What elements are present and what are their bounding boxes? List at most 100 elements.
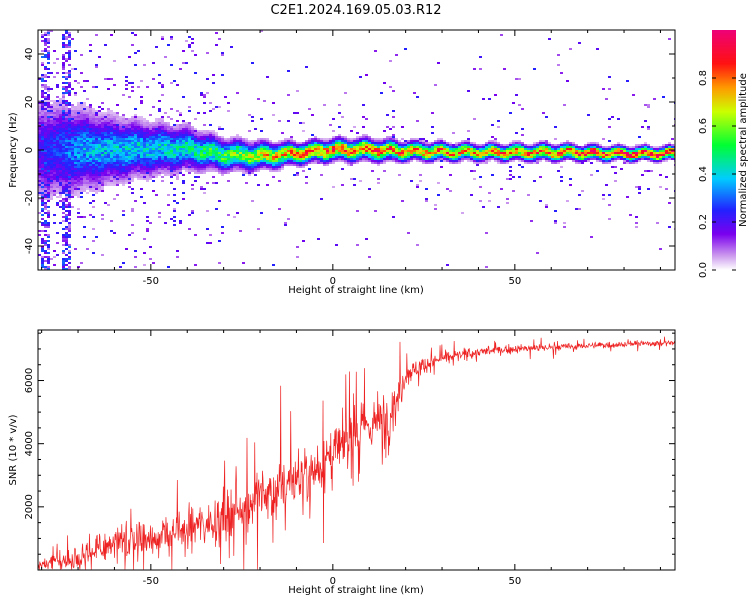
heatmap-cell-2552 xyxy=(206,146,209,148)
heatmap-cell-1820 xyxy=(137,154,140,156)
heatmap-cell-3191 xyxy=(305,142,308,144)
heatmap-cell-1952 xyxy=(149,138,152,140)
heatmap-cell-2168 xyxy=(167,166,170,168)
heatmap-cell-3808 xyxy=(428,152,431,154)
heatmap-cell-892 xyxy=(74,130,77,132)
heatmap-cell-1133 xyxy=(89,112,92,114)
heatmap-cell-2479 xyxy=(197,162,200,164)
heatmap-cell-620 xyxy=(62,204,65,206)
heatmap-cell-654 xyxy=(65,88,68,90)
heatmap-cell-4383 xyxy=(563,222,566,224)
heatmap-cell-1207 xyxy=(92,170,95,172)
heatmap-cell-1391 xyxy=(104,170,107,172)
heatmap-cell-736 xyxy=(68,46,71,48)
heatmap-cell-1408 xyxy=(107,120,110,122)
colorbar: 0.00.20.40.60.8 Normalized spectral ampl… xyxy=(698,30,749,278)
heatmap-cell-1356 xyxy=(101,190,104,192)
heatmap-cell-2907 xyxy=(254,158,257,160)
heatmap-cell-2615 xyxy=(212,164,215,166)
heatmap-cell-4525 xyxy=(602,194,605,196)
heatmap-cell-3002 xyxy=(269,164,272,166)
heatmap-cell-1987 xyxy=(152,138,155,140)
heatmap-cell-1430 xyxy=(107,164,110,166)
heatmap-cell-3979 xyxy=(470,150,473,152)
heatmap-cell-1910 xyxy=(146,124,149,126)
heatmap-cell-3767 xyxy=(419,150,422,152)
heatmap-cell-1752 xyxy=(131,180,134,182)
heatmap-cell-627 xyxy=(62,234,65,236)
heatmap-cell-1621 xyxy=(122,156,125,158)
heatmap-cell-2025 xyxy=(155,146,158,148)
heatmap-cell-2144 xyxy=(167,44,170,46)
heatmap-cell-3255 xyxy=(317,150,320,152)
heatmap-cell-2210 xyxy=(173,80,176,82)
heatmap-cell-1947 xyxy=(149,128,152,130)
heatmap-cell-4624 xyxy=(629,158,632,160)
heatmap-cell-4326 xyxy=(551,156,554,158)
heatmap-cell-2529 xyxy=(203,154,206,156)
heatmap-cell-9 xyxy=(38,116,41,118)
heatmap-cell-3756 xyxy=(416,158,419,160)
heatmap-cell-4758 xyxy=(665,154,668,156)
heatmap-cell-1283 xyxy=(98,128,101,130)
heatmap-cell-1693 xyxy=(128,144,131,146)
heatmap-cell-684 xyxy=(65,154,68,156)
heatmap-cell-2718 xyxy=(227,110,230,112)
heatmap-cell-3373 xyxy=(341,142,344,144)
heatmap-cell-110 xyxy=(41,178,44,180)
heatmap-cell-169 xyxy=(44,110,47,112)
heatmap-cell-4595 xyxy=(620,158,623,160)
heatmap-cell-3902 xyxy=(449,160,452,162)
heatmap-cell-3600 xyxy=(383,162,386,164)
heatmap-cell-717 xyxy=(65,232,68,234)
heatmap-cell-2416 xyxy=(191,148,194,150)
heatmap-cell-831 xyxy=(71,112,74,114)
heatmap-cell-1825 xyxy=(137,164,140,166)
heatmap-cell-2876 xyxy=(251,62,254,64)
heatmap-cell-1369 xyxy=(104,126,107,128)
heatmap-cell-3742 xyxy=(413,156,416,158)
heatmap-cell-4689 xyxy=(647,126,650,128)
heatmap-cell-196 xyxy=(44,164,47,166)
heatmap-cell-3137 xyxy=(293,164,296,166)
heatmap-cell-2202 xyxy=(170,166,173,168)
heatmap-cell-359 xyxy=(50,158,53,160)
heatmap-cell-506 xyxy=(59,120,62,122)
heatmap-cell-3210 xyxy=(308,146,311,148)
heatmap-cell-3957 xyxy=(464,152,467,154)
heatmap-cell-2841 xyxy=(245,146,248,148)
heatmap-cell-3811 xyxy=(428,158,431,160)
heatmap-cell-4066 xyxy=(488,200,491,202)
heatmap-cell-2083 xyxy=(161,116,164,118)
heatmap-cell-3969 xyxy=(467,150,470,152)
heatmap-cell-919 xyxy=(74,184,77,186)
heatmap-cell-2059 xyxy=(158,142,161,144)
heatmap-cell-4446 xyxy=(581,154,584,156)
heatmap-cell-1043 xyxy=(83,122,86,124)
heatmap-cell-4544 xyxy=(608,148,611,150)
heatmap-cell-2990 xyxy=(269,140,272,142)
heatmap-cell-2516 xyxy=(203,124,206,126)
heatmap-cell-1981 xyxy=(152,126,155,128)
heatmap-cell-217 xyxy=(44,208,47,210)
heatmap-cell-3479 xyxy=(362,116,365,118)
heatmap-cell-2804 xyxy=(239,148,242,150)
heatmap-cell-4652 xyxy=(638,136,641,138)
heatmap-cell-2517 xyxy=(203,130,206,132)
heatmap-cell-2981 xyxy=(266,154,269,156)
heatmap-cell-4511 xyxy=(599,156,602,158)
heatmap-cell-1919 xyxy=(146,142,149,144)
heatmap-cell-4015 xyxy=(479,144,482,146)
heatmap-cell-4582 xyxy=(617,148,620,150)
heatmap-cell-2159 xyxy=(167,148,170,150)
heatmap-cell-1599 xyxy=(122,94,125,96)
heatmap-cell-2080 xyxy=(161,84,164,86)
heatmap-cell-3224 xyxy=(311,142,314,144)
heatmap-cell-1046 xyxy=(83,128,86,130)
heatmap-cell-3968 xyxy=(467,148,470,150)
heatmap-cell-4117 xyxy=(500,162,503,164)
heatmap-cell-3239 xyxy=(314,144,317,146)
heatmap-cell-230 xyxy=(44,256,47,258)
heatmap-cell-2924 xyxy=(257,154,260,156)
heatmap-cell-2451 xyxy=(194,160,197,162)
